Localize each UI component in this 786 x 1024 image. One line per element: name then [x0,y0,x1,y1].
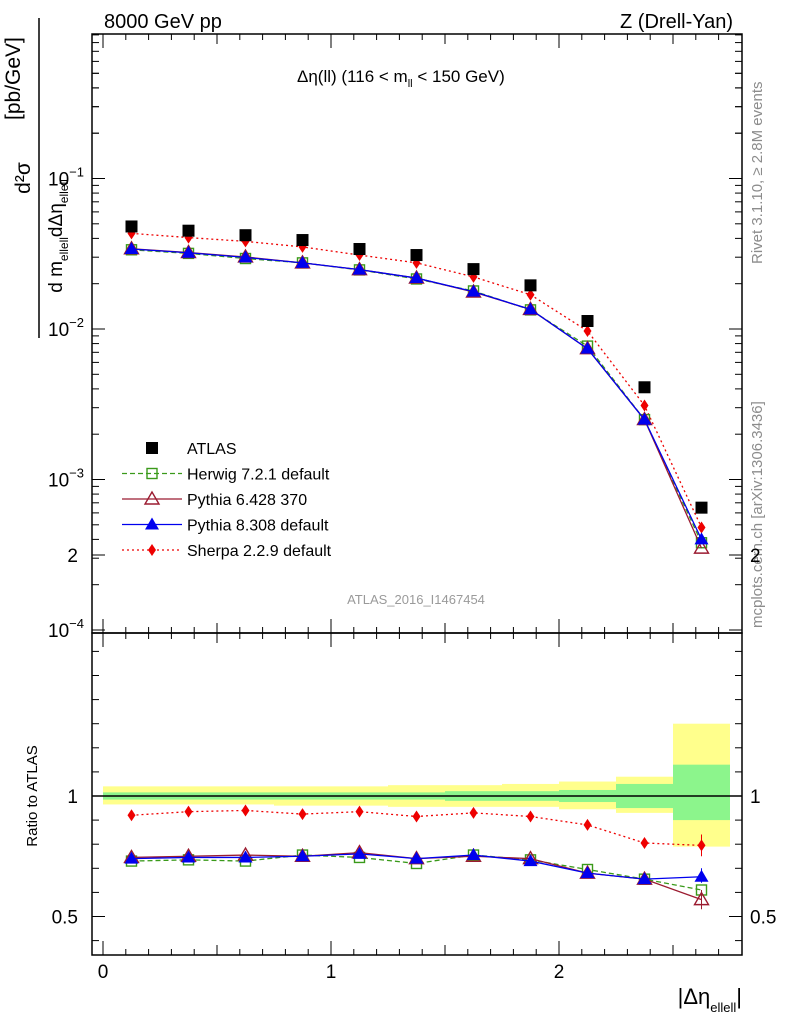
ylabel-unit: [pb/GeV] [2,37,25,120]
ratio-point-sherpa-2-2-9-default [184,805,193,818]
axes-frames [91,33,743,956]
x-axis-label: |Δηellell| [678,984,742,1015]
lower-ylabel: Ratio to ATLAS [24,745,41,846]
ratio-point-pythia-8-308-default [238,850,253,863]
upper-point-atlas [182,224,195,237]
ratio-point-sherpa-2-2-9-default [298,808,307,821]
analysis-watermark: ATLAS_2016_I1467454 [347,592,485,607]
ratio-y-tick-label-right: 1 [750,787,761,808]
legend-label-atlas: ATLAS [187,441,237,458]
upper-point-sherpa-2-2-9-default [697,521,706,534]
ratio-y-tick-label-left: 1 [67,787,78,808]
y-tick-label: 10−4 [48,616,84,642]
upper-point-pythia-6-428-370 [693,539,710,554]
ratio-point-pythia-8-308-default [181,850,196,863]
upper-point-pythia-8-308-default [295,255,310,268]
ratio-point-pythia-8-308-default [637,872,652,885]
ratio-point-pythia-8-308-default [466,848,481,861]
x-tick-label: 1 [326,962,337,983]
upper-point-pythia-8-308-default [124,242,139,255]
legend-marker-pythia-6-428-370 [143,490,161,505]
ratio-point-sherpa-2-2-9-default [127,809,136,822]
ratio-y-tick-label-left: 2 [67,546,78,567]
upper-point-atlas [638,381,651,394]
upper-point-atlas [296,234,309,247]
upper-point-sherpa-2-2-9-default [640,399,649,412]
upper-point-atlas [353,243,366,256]
upper-ylabel: d²σ d mellelldΔηellell [pb/GeV] [2,18,71,338]
lower-frame [91,632,743,956]
legend: ATLAS Herwig 7.2.1 default Pythia 6.428 37… [122,441,332,560]
upper-point-atlas [524,279,537,292]
upper-point-sherpa-2-2-9-default [583,324,592,337]
x-tick-label: 2 [554,962,565,983]
upper-point-pythia-8-308-default [238,250,253,263]
upper-point-pythia-8-308-default [580,341,595,354]
ratio-point-sherpa-2-2-9-default [526,810,535,823]
legend-marker-sherpa-2-2-9-default [148,544,156,556]
ratio-point-pythia-8-308-default [124,851,139,864]
x-tick-label: 0 [98,962,109,983]
upper-point-sherpa-2-2-9-default [526,288,535,301]
ratio-point-sherpa-2-2-9-default [355,805,364,818]
upper-point-pythia-8-308-default [181,245,196,258]
upper-point-pythia-8-308-default [466,284,481,297]
upper-title: Δη(ll) (116 < mll < 150 GeV) [297,67,505,90]
upper-point-atlas [125,220,138,233]
y-tick-label: 10−3 [48,466,84,492]
upper-point-pythia-8-308-default [694,532,709,545]
ratio-point-sherpa-2-2-9-default [469,806,478,819]
legend-label-pythia-8-308-default: Pythia 8.308 default [187,518,329,535]
axis-ticks: 10−1 10−2 10−3 10−4 0.5 0.5 1 1 2 2 0 1 2 [48,34,776,983]
ratio-point-pythia-8-308-default [295,849,310,862]
upper-point-atlas [581,315,594,328]
y-tick-label: 10−1 [48,165,84,191]
mcplots-label: mcplots.cern.ch [arXiv:1306.3436] [749,401,766,628]
ratio-y-tick-label-left: 0.5 [52,908,78,929]
rivet-label: Rivet 3.1.10, ≥ 2.8M events [749,82,766,265]
upper-point-atlas [410,249,423,262]
ratio-point-pythia-8-308-default [580,866,595,879]
ylabel-denominator: d mellelldΔηellell [46,179,71,293]
ratio-point-sherpa-2-2-9-default [640,836,649,849]
ratio-point-pythia-8-308-default [523,854,538,867]
upper-point-atlas [695,501,708,514]
upper-point-atlas [239,229,252,242]
upper-point-pythia-8-308-default [352,262,367,275]
header-right: Z (Drell-Yan) [620,11,733,33]
legend-marker-pythia-8-308-default [145,517,159,530]
ylabel-numerator: d²σ [12,162,35,194]
header-left: 8000 GeV pp [104,11,222,33]
data-series [123,220,710,910]
legend-label-pythia-6-428-370: Pythia 6.428 370 [187,492,307,509]
legend-label-herwig-7-2-1-default: Herwig 7.2.1 default [187,467,330,484]
ratio-point-pythia-8-308-default [409,851,424,864]
stat-uncertainty-band [673,764,730,821]
upper-point-atlas [467,263,480,276]
ratio-point-sherpa-2-2-9-default [583,818,592,831]
ratio-point-sherpa-2-2-9-default [412,810,421,823]
legend-marker-herwig-7-2-1-default [146,467,158,480]
upper-point-pythia-8-308-default [409,271,424,284]
y-tick-label: 10−2 [48,315,84,341]
upper-point-pythia-8-308-default [523,302,538,315]
ratio-y-tick-label-right: 2 [750,546,761,567]
ratio-y-tick-label-right: 0.5 [750,908,776,929]
uncertainty-bands [92,723,742,847]
ratio-point-sherpa-2-2-9-default [241,804,250,817]
ratio-point-pythia-8-308-default [352,846,367,859]
legend-marker-atlas [146,442,158,454]
legend-label-sherpa-2-2-9-default: Sherpa 2.2.9 default [187,543,332,560]
upper-point-pythia-8-308-default [637,412,652,425]
